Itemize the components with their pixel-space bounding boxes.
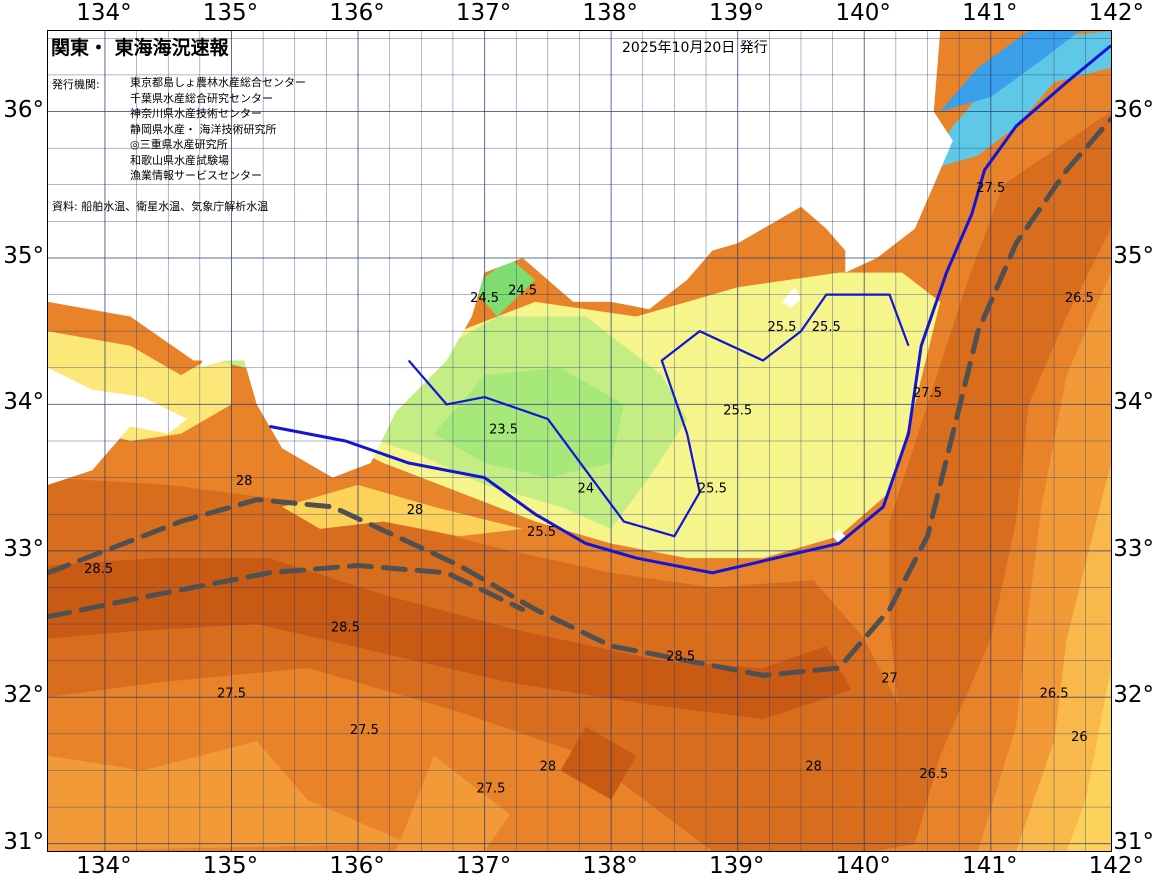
- temperature-label: 26.5: [1040, 686, 1069, 701]
- temperature-label: 28: [540, 759, 557, 774]
- temperature-label: 27.5: [217, 686, 246, 701]
- lat-tick-left: 36°: [3, 96, 44, 123]
- sea-zone-27-sw: [48, 741, 409, 851]
- lat-tick-left: 33°: [3, 535, 44, 562]
- lon-tick-bottom: 137°: [455, 853, 512, 879]
- issuer-item: 東京都島しょ農林水産総合センター: [130, 76, 306, 89]
- temperature-label: 28.5: [84, 562, 113, 577]
- issuer-item: 和歌山県水産試験場: [130, 153, 229, 167]
- sea-zone-28-east: [876, 111, 1111, 851]
- lon-tick-top: 141°: [962, 0, 1018, 26]
- temperature-label: 24.5: [470, 291, 499, 306]
- sea-zone-26-5-east: [1016, 463, 1111, 851]
- lat-tick-right: 34°: [1113, 389, 1154, 416]
- temperature-label: 26.5: [1065, 291, 1094, 306]
- issuer-item: 千葉県水産総合研究センター: [130, 91, 273, 105]
- sea-zone-26-coast: [282, 484, 523, 537]
- lon-tick-top: 139°: [708, 0, 765, 26]
- temperature-label: 25.5: [698, 481, 727, 496]
- issuer-item: 神奈川県水産技術センター: [130, 107, 262, 120]
- lon-tick-bottom: 140°: [835, 853, 891, 879]
- lon-tick-bottom: 134°: [76, 853, 132, 879]
- sea-zone-21-ne: [940, 31, 1080, 112]
- issue-date: 2025年10月20日 発行: [622, 40, 768, 56]
- lon-tick-top: 136°: [329, 0, 385, 26]
- sea-zone-23-5: [434, 367, 624, 478]
- temperature-label: 28: [407, 503, 424, 518]
- temperature-label: 25.5: [812, 320, 841, 335]
- sea-zone-28-5: [48, 558, 852, 720]
- land-izu-oshima: [782, 287, 801, 308]
- temperature-label: 23.5: [489, 423, 518, 438]
- front-line: [269, 44, 1111, 575]
- lat-tick-right: 33°: [1113, 535, 1154, 562]
- temperature-label: 28.5: [666, 650, 695, 665]
- temperature-label: 27.5: [350, 723, 379, 738]
- lon-tick-bottom: 136°: [329, 853, 385, 879]
- issuer-list: 東京都島しょ農林水産総合センター 千葉県水産総合研究センター 神奈川県水産技術セ…: [130, 75, 306, 184]
- lon-tick-bottom: 142°: [1088, 853, 1145, 879]
- lon-tick-top: 137°: [455, 0, 512, 26]
- lat-tick-right: 36°: [1113, 96, 1154, 123]
- lon-tick-top: 138°: [582, 0, 638, 26]
- sea-zone-26-east: [1066, 668, 1111, 851]
- front-line-inner: [407, 293, 910, 538]
- lon-tick-bottom: 135°: [202, 853, 259, 879]
- temperature-label: 28.5: [331, 620, 360, 635]
- temperature-label: 26: [1071, 730, 1088, 745]
- temperature-label: 28: [805, 759, 822, 774]
- temperature-label: 24.5: [508, 284, 537, 299]
- land-kii: [48, 31, 953, 478]
- issuer-label: 発行機関:: [52, 78, 100, 91]
- land-shikoku-east: [48, 367, 188, 485]
- temperature-label: 27.5: [976, 181, 1005, 196]
- lat-tick-left: 31°: [3, 828, 44, 855]
- temperature-label: 25.5: [527, 525, 556, 540]
- lon-tick-top: 135°: [202, 0, 259, 26]
- kuroshio-axis-north: [48, 116, 1111, 678]
- land-izu-islet: [832, 528, 846, 544]
- lon-tick-top: 134°: [76, 0, 132, 26]
- lon-tick-bottom: 139°: [708, 853, 765, 879]
- lat-tick-right: 32°: [1113, 682, 1154, 709]
- data-source-note: 資料: 船舶水温、衛星水温、気象庁解析水温: [52, 200, 269, 213]
- lat-tick-left: 35°: [3, 242, 44, 269]
- sea-zone-22-ne: [927, 31, 1111, 171]
- lon-tick-bottom: 138°: [582, 853, 638, 879]
- sea-zone-ise-bay: [471, 258, 536, 317]
- temperature-label: 25.5: [767, 320, 796, 335]
- temperature-label: 25.5: [723, 404, 752, 419]
- lat-tick-right: 31°: [1113, 828, 1154, 855]
- lon-tick-top: 142°: [1088, 0, 1145, 26]
- issuer-item: 静岡県水産・ 海洋技術研究所: [130, 122, 277, 136]
- issuer-item: ◎三重県水産研究所: [130, 138, 228, 151]
- temperature-label: 27.5: [476, 781, 505, 796]
- temperature-label: 27.5: [913, 386, 942, 401]
- temperature-label: 27: [881, 672, 898, 687]
- lon-tick-top: 140°: [835, 0, 891, 26]
- lat-tick-left: 34°: [3, 389, 44, 416]
- kuroshio-axis-branch: [48, 562, 526, 620]
- land-awaji: [199, 316, 232, 368]
- lat-tick-left: 32°: [3, 682, 44, 709]
- map-canvas: 24.5 24.5 23.5 25.5 25.5 25.5 25.5 25.5 28 28 28.5…: [48, 31, 1111, 851]
- temperature-label: 28: [236, 474, 253, 489]
- lon-tick-bottom: 141°: [962, 853, 1018, 879]
- sea-temperature-map: 24.5 24.5 23.5 25.5 25.5 25.5 25.5 25.5 28 28 28.5…: [47, 30, 1112, 852]
- issuer-item: 漁業情報サービスセンター: [130, 169, 262, 182]
- map-title: 関東・ 東海海況速報: [51, 37, 229, 59]
- lat-tick-right: 35°: [1113, 242, 1154, 269]
- temperature-label: 26.5: [919, 767, 948, 782]
- temperature-label: 24: [578, 481, 595, 496]
